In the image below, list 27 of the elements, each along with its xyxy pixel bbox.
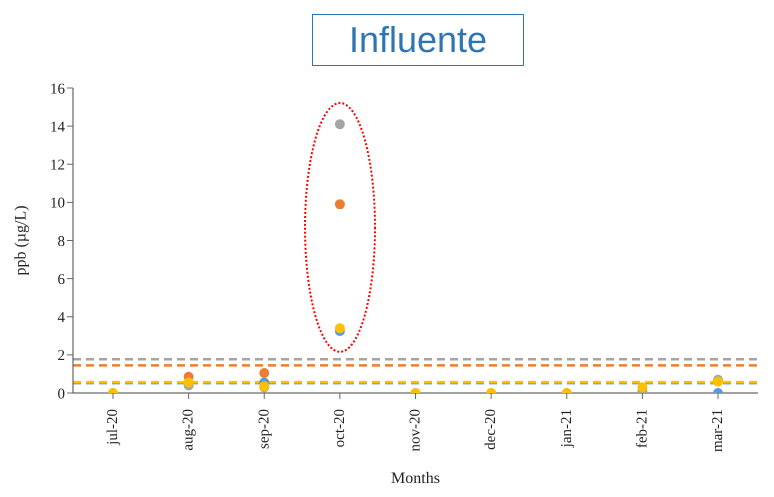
chart-title: Influente xyxy=(312,14,524,66)
y-axis-title: ppb (µg/L) xyxy=(12,205,30,276)
y-tick-label: 2 xyxy=(58,348,65,364)
y-tick-label: 8 xyxy=(58,234,65,250)
x-tick-label: jan-21 xyxy=(558,409,575,448)
x-tick-label: jul-20 xyxy=(105,409,121,446)
x-tick-label: sep-20 xyxy=(256,409,272,449)
x-tick-label: oct-20 xyxy=(332,409,348,448)
x-tick-label: aug-20 xyxy=(180,409,197,451)
y-tick-label: 4 xyxy=(58,310,66,326)
x-tick-label: dec-20 xyxy=(483,409,500,450)
point xyxy=(184,378,194,388)
y-tick-label: 0 xyxy=(58,386,65,402)
y-tick-label: 14 xyxy=(50,119,66,136)
point xyxy=(334,199,345,210)
point xyxy=(259,368,270,378)
y-tick-label: 6 xyxy=(58,272,66,288)
point xyxy=(637,382,648,392)
x-tick-label: feb-21 xyxy=(634,409,650,448)
point xyxy=(334,323,345,334)
y-tick-label: 10 xyxy=(50,196,65,212)
x-tick-label: nov-20 xyxy=(408,409,424,452)
point xyxy=(334,119,345,130)
x-tick-label: mar-21 xyxy=(710,409,726,452)
x-axis-title: Months xyxy=(391,470,440,487)
y-tick-label: 12 xyxy=(50,158,65,174)
y-tick-label: 16 xyxy=(50,81,66,98)
